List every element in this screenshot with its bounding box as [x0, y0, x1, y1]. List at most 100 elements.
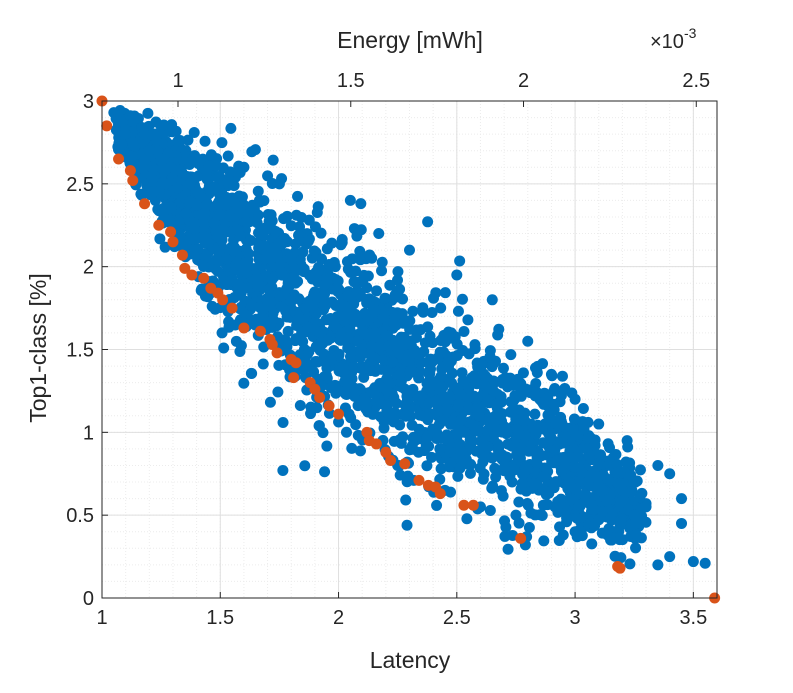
blue-point: [508, 464, 520, 476]
y-tick-label: 2: [83, 257, 94, 279]
blue-point: [542, 499, 554, 511]
blue-point: [166, 119, 178, 131]
blue-point: [342, 378, 354, 390]
pareto-point: [288, 372, 300, 384]
blue-point: [428, 396, 440, 408]
blue-point: [438, 414, 450, 426]
blue-point: [127, 136, 139, 148]
blue-point: [277, 416, 289, 428]
blue-point: [376, 265, 388, 277]
blue-point: [218, 342, 230, 354]
blue-point: [624, 558, 636, 570]
blue-point: [285, 220, 297, 232]
pareto-point: [238, 322, 250, 334]
blue-point: [267, 154, 279, 166]
blue-point: [224, 166, 236, 178]
blue-point: [559, 382, 571, 394]
blue-point: [281, 341, 293, 353]
blue-point: [223, 316, 235, 328]
blue-point: [361, 282, 373, 294]
blue-point: [319, 466, 331, 478]
blue-point: [615, 517, 627, 529]
blue-point: [458, 375, 470, 387]
blue-point: [267, 242, 279, 254]
blue-point: [184, 178, 196, 190]
blue-point: [467, 435, 479, 447]
blue-point: [471, 378, 483, 390]
blue-point: [589, 520, 601, 532]
blue-point: [477, 456, 489, 468]
blue-point: [510, 509, 522, 521]
pareto-point: [399, 458, 411, 470]
blue-point: [500, 372, 512, 384]
blue-point: [611, 459, 623, 471]
x-tick-label: 2.5: [443, 607, 471, 629]
blue-point: [342, 290, 354, 302]
blue-point: [306, 273, 318, 285]
blue-point: [213, 255, 225, 267]
blue-point: [184, 195, 196, 207]
blue-point: [456, 367, 468, 379]
blue-point: [234, 346, 246, 358]
blue-point: [431, 499, 443, 511]
blue-point: [277, 464, 289, 476]
blue-point: [614, 534, 626, 546]
blue-point: [201, 173, 213, 185]
blue-point: [497, 490, 509, 502]
blue-point: [434, 443, 446, 455]
x-tick-label: 1: [96, 607, 107, 629]
blue-point: [257, 358, 269, 370]
blue-point: [329, 320, 341, 332]
pareto-point: [290, 357, 302, 369]
blue-point: [422, 216, 434, 228]
data-points: [96, 95, 721, 604]
blue-point: [208, 181, 220, 193]
blue-point: [404, 244, 415, 256]
blue-point: [354, 445, 366, 457]
blue-point: [345, 346, 357, 358]
blue-point: [581, 443, 593, 455]
blue-point: [246, 367, 258, 379]
blue-point: [455, 414, 467, 426]
blue-point: [386, 356, 398, 368]
blue-point: [252, 280, 264, 292]
blue-point: [285, 254, 297, 266]
blue-point: [470, 445, 482, 457]
blue-point: [410, 434, 422, 446]
blue-point: [300, 356, 312, 368]
blue-point: [462, 404, 474, 416]
blue-point: [586, 538, 598, 550]
x-tick-label: 3.5: [679, 607, 707, 629]
y-tick-label: 0: [83, 588, 94, 610]
blue-point: [404, 337, 416, 349]
blue-point: [339, 334, 351, 346]
blue-point: [577, 402, 589, 414]
blue-point: [246, 146, 258, 158]
blue-point: [439, 287, 451, 299]
blue-point: [382, 385, 394, 397]
blue-point: [257, 229, 269, 241]
blue-point: [326, 296, 338, 308]
pareto-point: [179, 262, 191, 274]
blue-point: [491, 398, 503, 410]
blue-point: [216, 327, 228, 339]
blue-point: [401, 394, 413, 406]
blue-point: [392, 266, 404, 278]
blue-point: [289, 335, 301, 347]
blue-point: [127, 150, 139, 162]
blue-point: [477, 473, 489, 485]
blue-point: [172, 182, 184, 194]
pareto-point: [370, 438, 382, 450]
blue-point: [426, 337, 438, 349]
blue-point: [615, 552, 627, 564]
blue-point: [359, 362, 371, 374]
blue-point: [486, 294, 498, 306]
blue-point: [311, 207, 323, 219]
blue-point: [488, 385, 500, 397]
blue-point: [330, 387, 342, 399]
blue-point: [569, 483, 581, 495]
blue-point: [420, 440, 432, 452]
pareto-point: [385, 454, 397, 466]
blue-point: [202, 237, 214, 249]
blue-point: [579, 489, 591, 501]
